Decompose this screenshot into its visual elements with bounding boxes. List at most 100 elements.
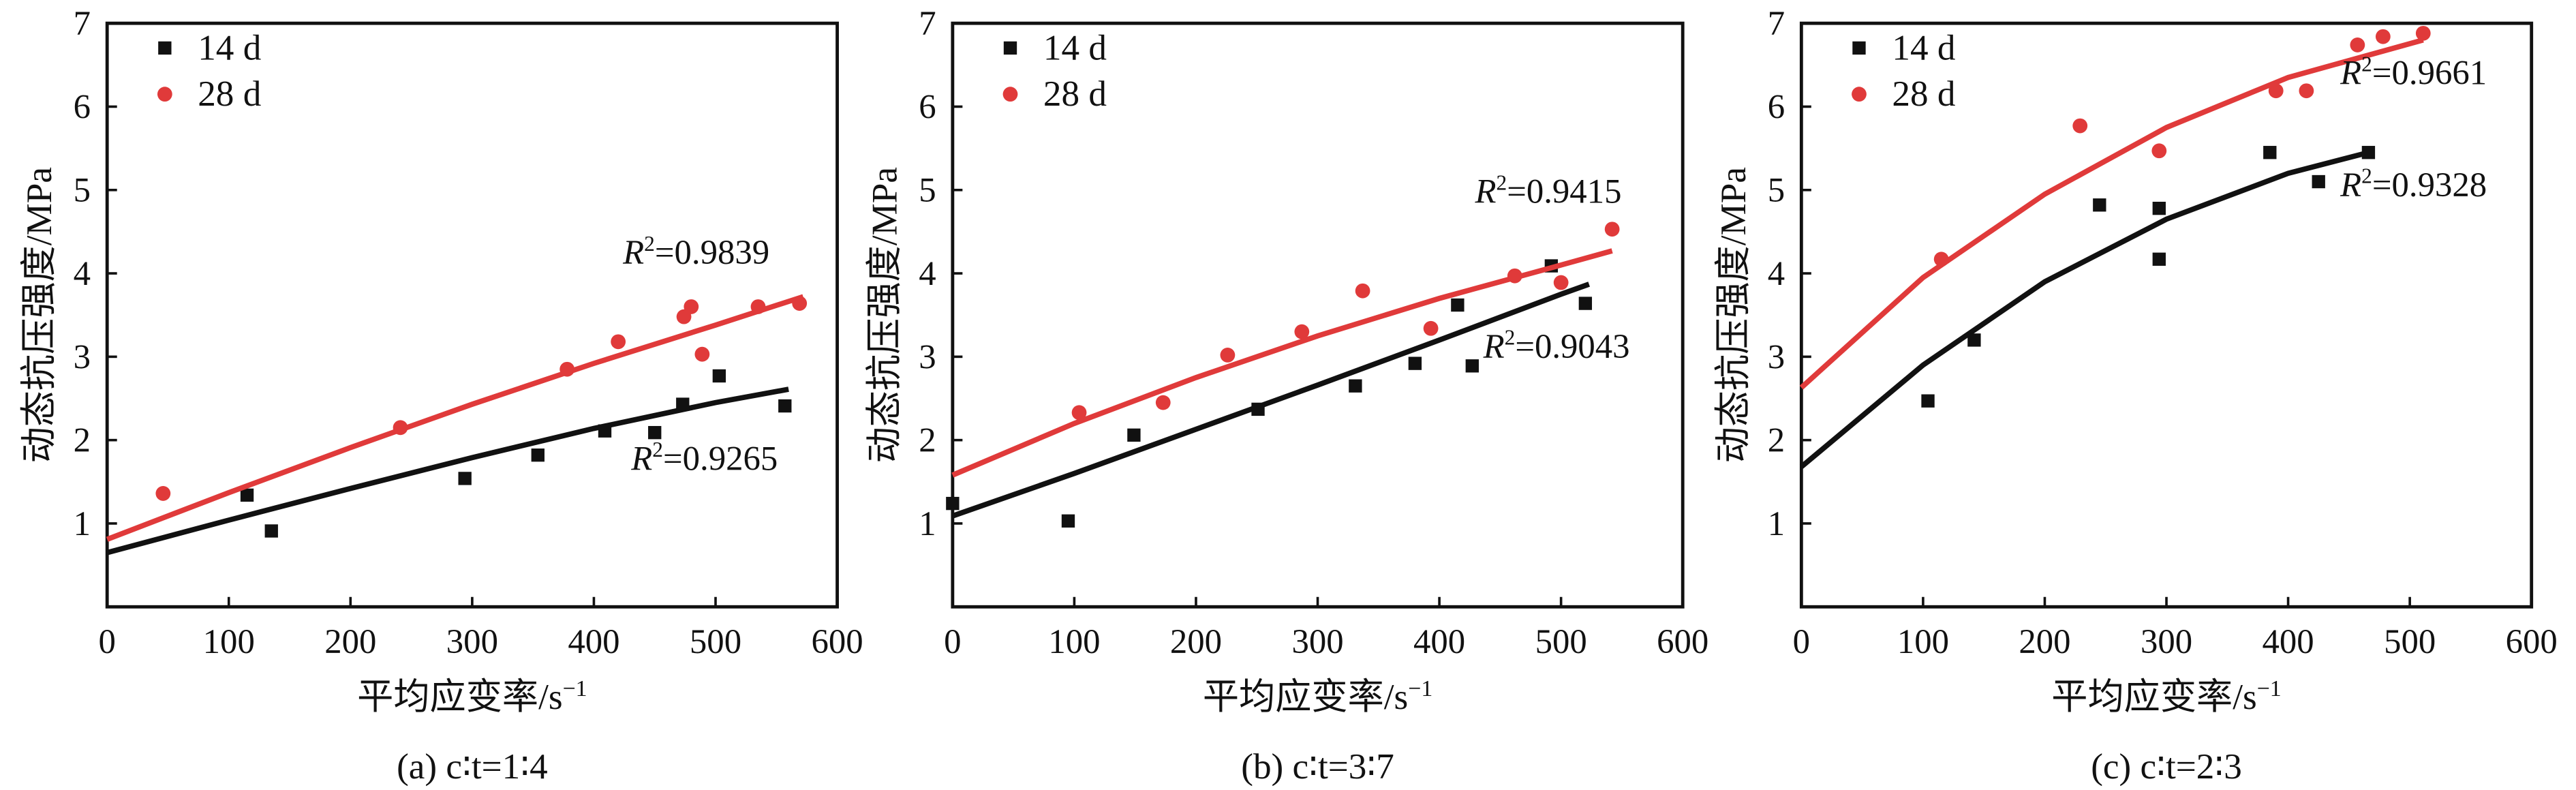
- y-tick-label: 7: [919, 4, 936, 42]
- r2-rest: =0.9265: [663, 440, 778, 478]
- data-point: [531, 449, 545, 462]
- data-point: [712, 369, 726, 383]
- data-point: [2152, 201, 2166, 215]
- y-axis-label: 动态抗压强度/MPa: [1713, 167, 1753, 463]
- data-point: [1349, 379, 1362, 393]
- caption: (a) c∶t=1∶4: [397, 746, 548, 787]
- data-point: [1355, 283, 1370, 299]
- legend-marker: [158, 41, 172, 55]
- r2-base: R: [2340, 54, 2361, 92]
- y-tick-label: 5: [919, 171, 936, 209]
- legend-marker: [1002, 87, 1018, 102]
- legend-marker: [157, 87, 172, 102]
- data-point: [155, 486, 171, 501]
- r2-base: R: [1474, 172, 1496, 211]
- r2-base: R: [622, 233, 644, 271]
- data-point: [750, 299, 766, 314]
- legend-label: 28 d: [1043, 74, 1107, 114]
- r2-sup: 2: [2361, 164, 2372, 188]
- data-point: [2268, 83, 2284, 99]
- x-axis-label: 平均应变率/s−1: [2051, 676, 2281, 717]
- legend-label: 28 d: [1892, 74, 1955, 114]
- data-point: [2350, 37, 2365, 52]
- data-point: [2312, 174, 2325, 189]
- data-point: [1507, 268, 1522, 284]
- data-point: [2151, 143, 2167, 159]
- fit-curve: [1799, 37, 2424, 390]
- data-point: [1967, 333, 1981, 347]
- y-tick-label: 2: [74, 421, 91, 459]
- legend-marker: [1852, 41, 1866, 55]
- x-tick-label: 100: [203, 622, 255, 660]
- data-point: [1578, 297, 1593, 310]
- r2-base: R: [630, 440, 652, 478]
- data-point: [598, 424, 612, 438]
- data-point: [2415, 25, 2431, 41]
- x-axis-label-sup: −1: [2257, 676, 2282, 701]
- y-tick-label: 6: [919, 87, 936, 125]
- y-tick-label: 4: [1768, 254, 1785, 292]
- legend-label: 14 d: [198, 27, 261, 67]
- r2-rest: =0.9839: [655, 233, 769, 271]
- data-point: [240, 488, 254, 502]
- data-point: [1465, 359, 1479, 373]
- y-tick-label: 6: [1768, 87, 1785, 125]
- r2-rest: =0.9043: [1515, 327, 1629, 365]
- data-point: [1451, 298, 1465, 312]
- data-point: [1933, 252, 1949, 267]
- r2-annotation: R2=0.9328: [2340, 164, 2487, 204]
- x-tick-label: 0: [944, 622, 961, 660]
- data-point: [2093, 198, 2106, 212]
- data-point: [648, 425, 662, 440]
- r2-annotation: R2=0.9265: [630, 438, 778, 477]
- data-point: [1220, 348, 1236, 363]
- y-tick-label: 1: [919, 504, 936, 543]
- x-tick-label: 200: [324, 622, 376, 660]
- data-point: [792, 296, 808, 311]
- legend-label: 14 d: [1043, 27, 1107, 67]
- data-point: [684, 299, 699, 314]
- data-point: [1408, 356, 1422, 370]
- data-point: [2152, 252, 2166, 266]
- data-point: [1553, 275, 1569, 290]
- x-tick-label: 200: [2019, 622, 2070, 660]
- r2-annotation: R2=0.9415: [1474, 170, 1621, 210]
- y-tick-label: 1: [74, 504, 91, 543]
- y-tick-label: 3: [919, 337, 936, 376]
- data-point: [2263, 146, 2277, 159]
- fit-curve: [951, 282, 1591, 519]
- legend-marker: [1852, 87, 1867, 102]
- fit-curve: [1799, 149, 2370, 469]
- x-tick-label: 0: [1793, 622, 1810, 660]
- r2-sup: 2: [1505, 326, 1516, 350]
- y-tick-label: 3: [1768, 337, 1785, 376]
- y-tick-label: 4: [74, 254, 91, 292]
- r2-annotation: R2=0.9043: [1483, 326, 1630, 365]
- data-point: [1155, 395, 1171, 410]
- data-point: [1921, 394, 1935, 408]
- x-tick-label: 300: [446, 622, 498, 660]
- x-tick-label: 300: [1291, 622, 1343, 660]
- data-point: [1071, 405, 1087, 421]
- y-tick-label: 7: [74, 4, 91, 42]
- data-point: [1423, 320, 1439, 336]
- data-point: [676, 397, 690, 411]
- x-tick-label: 400: [2263, 622, 2314, 660]
- data-point: [1294, 324, 1310, 339]
- r2-annotation: R2=0.9839: [622, 232, 769, 271]
- r2-base: R: [2340, 166, 2361, 204]
- r2-rest: =0.9661: [2372, 54, 2487, 92]
- data-point: [1061, 514, 1075, 528]
- x-tick-label: 500: [690, 622, 741, 660]
- y-tick-label: 2: [1768, 421, 1785, 459]
- x-tick-label: 600: [811, 622, 863, 660]
- data-point: [559, 361, 575, 377]
- x-axis-label: 平均应变率/s−1: [357, 676, 587, 717]
- x-tick-label: 400: [1413, 622, 1465, 660]
- data-point: [611, 334, 626, 350]
- x-tick-label: 0: [99, 622, 116, 660]
- x-tick-label: 100: [1897, 622, 1949, 660]
- x-tick-label: 600: [2506, 622, 2558, 660]
- y-axis-label: 动态抗压强度/MPa: [865, 167, 905, 463]
- x-tick-label: 500: [1535, 622, 1587, 660]
